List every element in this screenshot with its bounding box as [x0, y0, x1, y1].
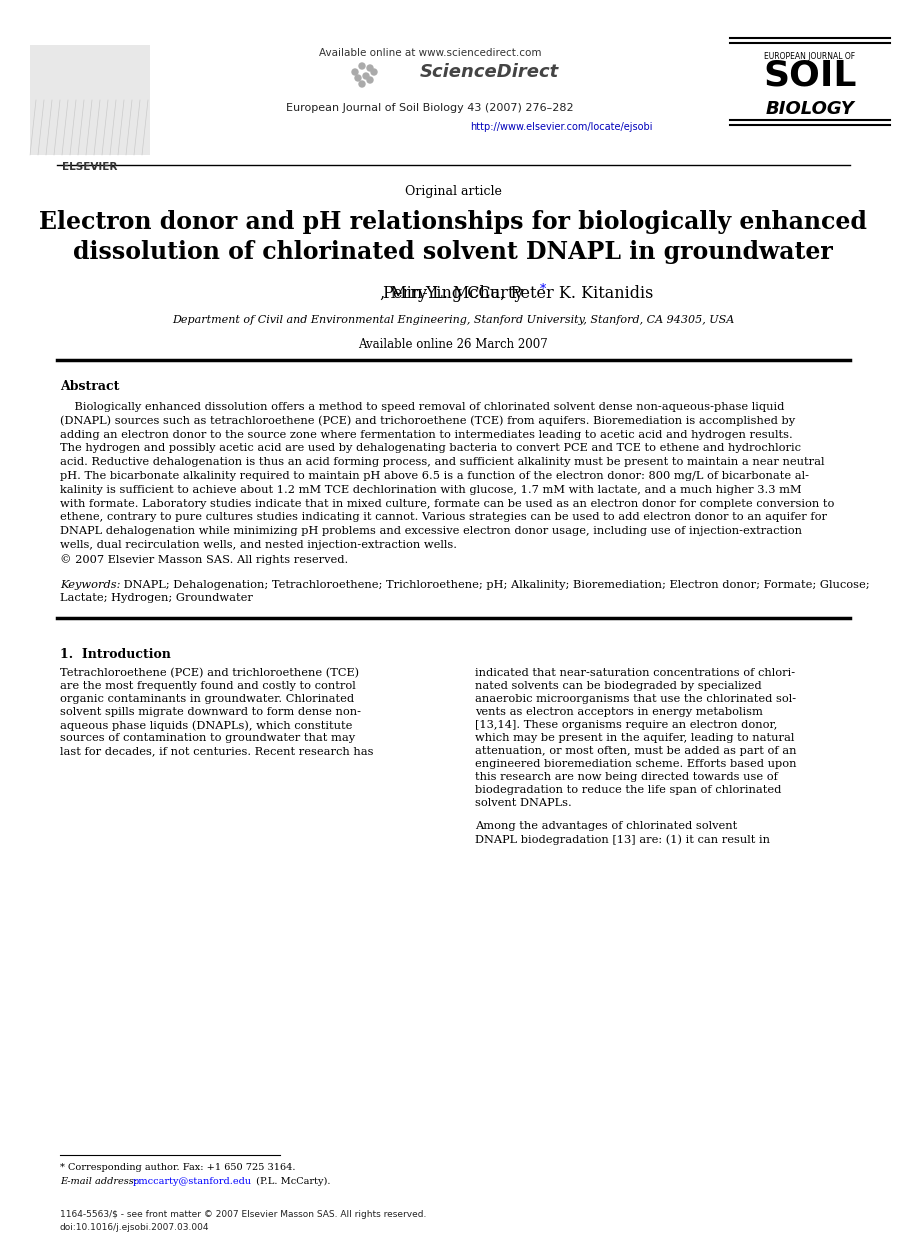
Text: are the most frequently found and costly to control: are the most frequently found and costly…: [60, 681, 356, 691]
Text: last for decades, if not centuries. Recent research has: last for decades, if not centuries. Rece…: [60, 747, 374, 756]
Text: * Corresponding author. Fax: +1 650 725 3164.: * Corresponding author. Fax: +1 650 725 …: [60, 1162, 296, 1172]
Text: biodegradation to reduce the life span of chlorinated: biodegradation to reduce the life span o…: [475, 785, 781, 795]
Text: , Min-Ying Chu, Peter K. Kitanidis: , Min-Ying Chu, Peter K. Kitanidis: [252, 285, 654, 302]
Text: EUROPEAN JOURNAL OF: EUROPEAN JOURNAL OF: [765, 52, 855, 61]
Text: kalinity is sufficient to achieve about 1.2 mM TCE dechlorination with glucose, : kalinity is sufficient to achieve about …: [60, 485, 802, 495]
Text: ELSEVIER: ELSEVIER: [63, 162, 118, 172]
Text: wells, dual recirculation wells, and nested injection-extraction wells.: wells, dual recirculation wells, and nes…: [60, 540, 457, 550]
Text: Keywords:: Keywords:: [60, 579, 121, 589]
Text: *: *: [540, 284, 546, 296]
Text: 1.  Introduction: 1. Introduction: [60, 649, 171, 661]
Text: Tetrachloroethene (PCE) and trichloroethene (TCE): Tetrachloroethene (PCE) and trichloroeth…: [60, 669, 359, 678]
Text: (DNAPL) sources such as tetrachloroethene (PCE) and trichoroethene (TCE) from aq: (DNAPL) sources such as tetrachloroethen…: [60, 416, 795, 426]
Text: organic contaminants in groundwater. Chlorinated: organic contaminants in groundwater. Chl…: [60, 695, 354, 704]
Text: © 2007 Elsevier Masson SAS. All rights reserved.: © 2007 Elsevier Masson SAS. All rights r…: [60, 553, 348, 565]
Text: indicated that near-saturation concentrations of chlori-: indicated that near-saturation concentra…: [475, 669, 795, 678]
Text: with formate. Laboratory studies indicate that in mixed culture, formate can be : with formate. Laboratory studies indicat…: [60, 499, 834, 509]
Text: which may be present in the aquifer, leading to natural: which may be present in the aquifer, lea…: [475, 733, 795, 743]
Text: (P.L. McCarty).: (P.L. McCarty).: [253, 1177, 330, 1186]
Circle shape: [367, 66, 373, 71]
Text: BIOLOGY: BIOLOGY: [766, 100, 854, 118]
Text: attenuation, or most often, must be added as part of an: attenuation, or most often, must be adde…: [475, 747, 796, 756]
Text: Lactate; Hydrogen; Groundwater: Lactate; Hydrogen; Groundwater: [60, 593, 253, 603]
Text: Abstract: Abstract: [60, 380, 120, 392]
Text: The hydrogen and possibly acetic acid are used by dehalogenating bacteria to con: The hydrogen and possibly acetic acid ar…: [60, 443, 801, 453]
Text: dissolution of chlorinated solvent DNAPL in groundwater: dissolution of chlorinated solvent DNAPL…: [73, 240, 833, 264]
Text: anaerobic microorganisms that use the chlorinated sol-: anaerobic microorganisms that use the ch…: [475, 695, 796, 704]
Text: Perry L. McCarty  , Min-Ying Chu, Peter K. Kitanidis: Perry L. McCarty , Min-Ying Chu, Peter K…: [241, 285, 665, 302]
Circle shape: [359, 63, 365, 69]
Text: 1164-5563/$ - see front matter © 2007 Elsevier Masson SAS. All rights reserved.: 1164-5563/$ - see front matter © 2007 El…: [60, 1210, 426, 1219]
Text: adding an electron donor to the source zone where fermentation to intermediates : adding an electron donor to the source z…: [60, 430, 793, 439]
Text: Original article: Original article: [405, 184, 502, 198]
Text: Biologically enhanced dissolution offers a method to speed removal of chlorinate: Biologically enhanced dissolution offers…: [60, 402, 785, 412]
Text: engineered bioremediation scheme. Efforts based upon: engineered bioremediation scheme. Effort…: [475, 759, 796, 769]
Text: Department of Civil and Environmental Engineering, Stanford University, Stanford: Department of Civil and Environmental En…: [171, 314, 734, 326]
Text: Available online at www.sciencedirect.com: Available online at www.sciencedirect.co…: [318, 48, 541, 58]
Text: acid. Reductive dehalogenation is thus an acid forming process, and sufficient a: acid. Reductive dehalogenation is thus a…: [60, 457, 824, 467]
Text: pmccarty@stanford.edu: pmccarty@stanford.edu: [133, 1177, 252, 1186]
Text: solvent spills migrate downward to form dense non-: solvent spills migrate downward to form …: [60, 707, 361, 717]
Text: http://www.elsevier.com/locate/ejsobi: http://www.elsevier.com/locate/ejsobi: [470, 123, 652, 132]
Circle shape: [367, 77, 373, 83]
Text: DNAPL; Dehalogenation; Tetrachloroethene; Trichloroethene; pH; Alkalinity; Biore: DNAPL; Dehalogenation; Tetrachloroethene…: [120, 579, 870, 589]
Text: solvent DNAPLs.: solvent DNAPLs.: [475, 799, 571, 808]
Text: DNAPL biodegradation [13] are: (1) it can result in: DNAPL biodegradation [13] are: (1) it ca…: [475, 834, 770, 846]
Text: Electron donor and pH relationships for biologically enhanced: Electron donor and pH relationships for …: [39, 210, 867, 234]
Text: this research are now being directed towards use of: this research are now being directed tow…: [475, 773, 778, 782]
Text: Among the advantages of chlorinated solvent: Among the advantages of chlorinated solv…: [475, 821, 737, 832]
Text: nated solvents can be biodegraded by specialized: nated solvents can be biodegraded by spe…: [475, 681, 762, 691]
Circle shape: [352, 69, 358, 76]
Text: [13,14]. These organisms require an electron donor,: [13,14]. These organisms require an elec…: [475, 721, 777, 730]
Text: Perry L. McCarty: Perry L. McCarty: [383, 285, 523, 302]
Text: sources of contamination to groundwater that may: sources of contamination to groundwater …: [60, 733, 356, 743]
Text: aqueous phase liquids (DNAPLs), which constitute: aqueous phase liquids (DNAPLs), which co…: [60, 721, 353, 730]
Circle shape: [363, 73, 369, 79]
Bar: [30, 45, 150, 155]
Text: ethene, contrary to pure cultures studies indicating it cannot. Various strategi: ethene, contrary to pure cultures studie…: [60, 513, 827, 522]
Text: pH. The bicarbonate alkalinity required to maintain pH above 6.5 is a function o: pH. The bicarbonate alkalinity required …: [60, 470, 809, 482]
Text: Available online 26 March 2007: Available online 26 March 2007: [358, 338, 548, 352]
Circle shape: [359, 80, 365, 87]
Circle shape: [355, 76, 361, 80]
Text: E-mail address:: E-mail address:: [60, 1177, 140, 1186]
Text: doi:10.1016/j.ejsobi.2007.03.004: doi:10.1016/j.ejsobi.2007.03.004: [60, 1223, 210, 1232]
Circle shape: [371, 69, 377, 76]
Text: vents as electron acceptors in energy metabolism: vents as electron acceptors in energy me…: [475, 707, 763, 717]
Text: ScienceDirect: ScienceDirect: [420, 63, 560, 80]
Text: European Journal of Soil Biology 43 (2007) 276–282: European Journal of Soil Biology 43 (200…: [287, 103, 574, 113]
Text: DNAPL dehalogenation while minimizing pH problems and excessive electron donor u: DNAPL dehalogenation while minimizing pH…: [60, 526, 802, 536]
Text: SOIL: SOIL: [764, 58, 857, 92]
